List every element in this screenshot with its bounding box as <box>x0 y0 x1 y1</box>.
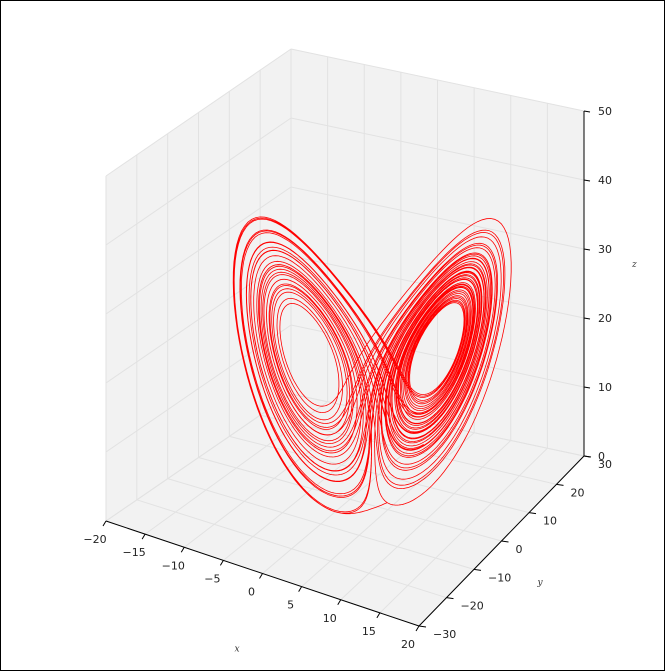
grid-line <box>105 48 292 177</box>
z-tick-label: 20 <box>598 312 612 325</box>
y-tick-label: 10 <box>543 515 557 528</box>
x-tick <box>102 520 107 527</box>
z-tick <box>583 248 591 251</box>
x-tick-label: −5 <box>204 572 220 585</box>
grid-line <box>198 457 502 542</box>
grid-line <box>105 117 292 246</box>
grid-line <box>136 499 447 599</box>
y-tick <box>418 625 427 628</box>
z-tick <box>583 386 591 389</box>
z-tick <box>583 317 591 320</box>
z-tick <box>583 455 591 458</box>
y-tick-label: 20 <box>571 486 585 499</box>
x-tick-label: −20 <box>83 533 106 546</box>
x-axis-label: x <box>235 645 240 655</box>
z-tick <box>583 179 591 182</box>
x-tick-label: −15 <box>123 546 146 559</box>
x-tick-label: −10 <box>162 559 185 572</box>
y-tick-label: −30 <box>433 628 456 641</box>
z-axis-label: z <box>631 260 637 270</box>
grid-line <box>290 186 585 250</box>
z-tick-label: 0 <box>598 450 605 463</box>
lorenz-trajectory-line <box>232 216 512 515</box>
x-tick <box>141 533 146 540</box>
y-tick-label: −10 <box>488 571 511 584</box>
x-tick <box>376 612 381 619</box>
grid-line <box>105 324 292 453</box>
tick-labels: −20−15−10−505101520−30−20−10010203001020… <box>83 105 612 651</box>
y-tick-label: 0 <box>516 543 523 556</box>
x-tick <box>259 573 263 579</box>
y-tick <box>556 483 564 486</box>
z-tick-label: 30 <box>598 243 612 256</box>
y-tick <box>446 597 454 600</box>
y-tick-label: 30 <box>598 458 612 471</box>
tick-marks <box>102 110 592 632</box>
grid-line <box>290 324 585 388</box>
x-tick-label: 20 <box>401 638 415 651</box>
grid-line <box>290 117 585 181</box>
x-tick <box>298 586 303 592</box>
x-tick <box>219 560 224 566</box>
axis-panes <box>106 49 584 626</box>
z-tick-label: 10 <box>598 381 612 394</box>
z-tick <box>583 110 591 113</box>
z-tick-label: 40 <box>598 174 612 187</box>
grid-line <box>167 478 475 570</box>
z-tick-label: 50 <box>598 105 612 118</box>
grid-line <box>229 435 530 514</box>
x-tick <box>180 546 185 553</box>
grid-line <box>290 255 585 319</box>
floor-pane <box>106 394 584 626</box>
y-tick-label: −20 <box>461 600 484 613</box>
grid-line <box>105 186 292 315</box>
x-tick <box>337 599 342 606</box>
y-axis-label: y <box>537 578 544 588</box>
x-tick-label: 5 <box>287 599 294 612</box>
y-tick <box>501 540 509 543</box>
y-tick <box>528 512 537 515</box>
y-tick <box>473 568 482 571</box>
x-tick-label: 10 <box>323 612 337 625</box>
grid-line <box>290 48 585 112</box>
x-tick <box>415 625 420 632</box>
x-tick-label: 15 <box>362 625 376 638</box>
x-tick-label: 0 <box>248 586 255 599</box>
